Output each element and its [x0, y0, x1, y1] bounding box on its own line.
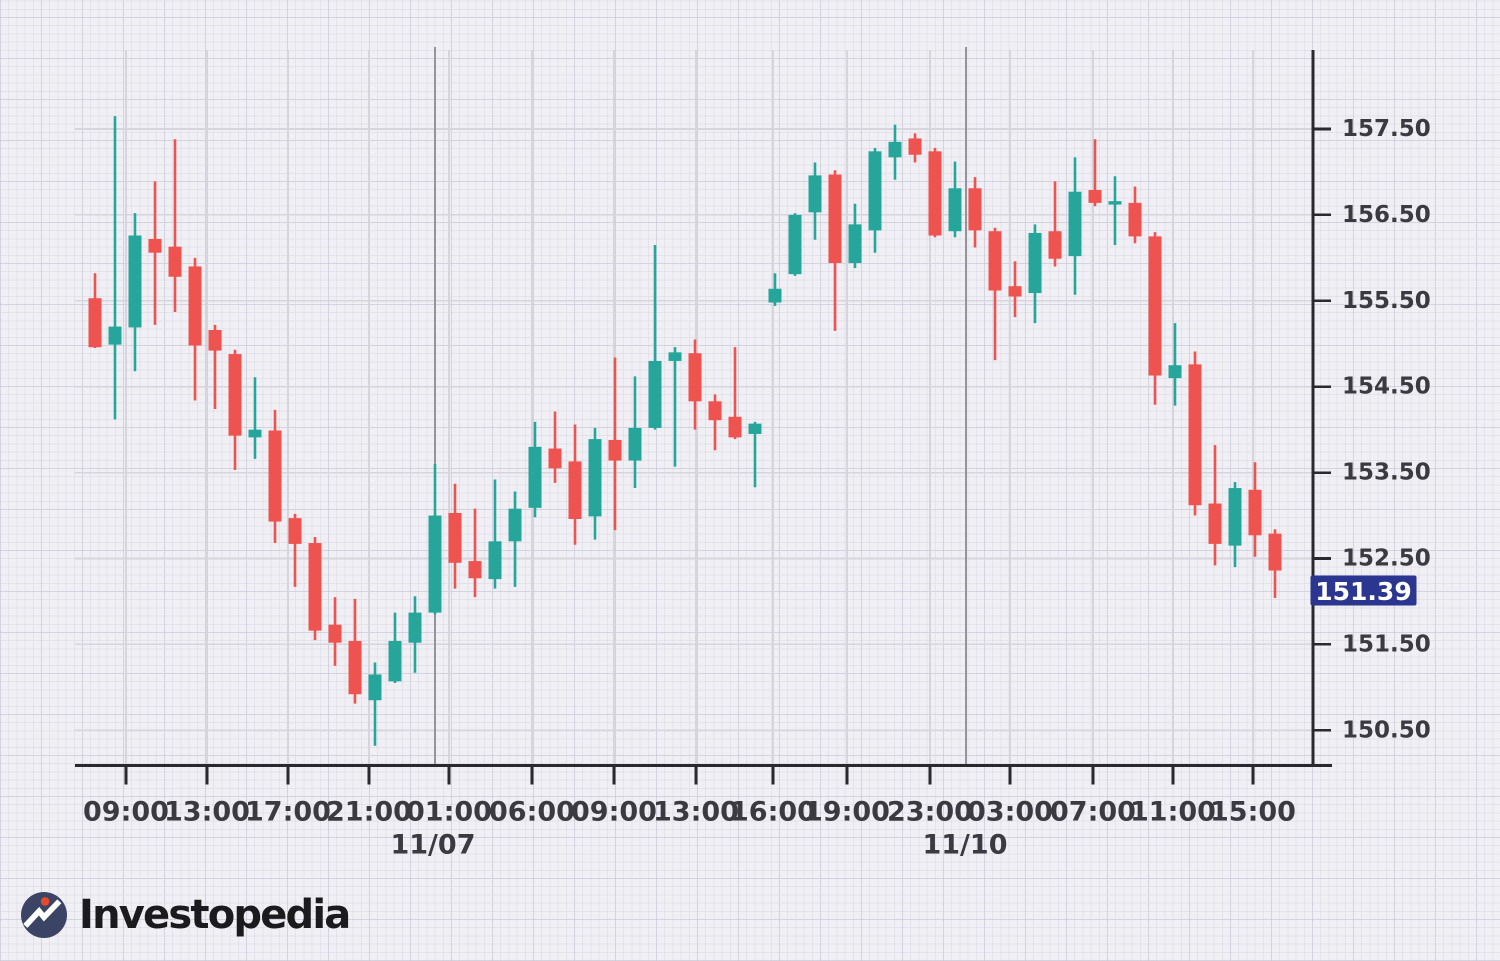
candle-body[interactable] [1208, 503, 1222, 544]
candle-body[interactable] [968, 188, 982, 231]
candle-body[interactable] [868, 151, 882, 231]
time-tick-label: 17:00 [245, 797, 331, 828]
candle-body[interactable] [668, 352, 682, 361]
candle-body[interactable] [688, 353, 702, 402]
brand-watermark: Investopedia [21, 892, 351, 938]
candle-body[interactable] [988, 231, 1002, 291]
time-tick-label: 09:00 [571, 797, 657, 828]
time-tick-label: 07:00 [1050, 797, 1136, 828]
candle-body[interactable] [88, 298, 102, 348]
candle-body[interactable] [188, 266, 202, 346]
time-tick-label: 16:00 [730, 797, 816, 828]
candle-body[interactable] [248, 429, 262, 438]
price-tick-label: 150.50 [1342, 717, 1431, 743]
candle-body[interactable] [608, 439, 622, 461]
time-tick-label: 03:00 [967, 797, 1053, 828]
price-tick-label: 155.50 [1342, 288, 1431, 314]
price-tick-label: 157.50 [1342, 116, 1431, 142]
candle-body[interactable] [148, 238, 162, 253]
candle-body[interactable] [528, 446, 542, 508]
candle-body[interactable] [208, 330, 222, 351]
candle-body[interactable] [728, 416, 742, 438]
candle-body[interactable] [648, 360, 662, 428]
candle-body[interactable] [1008, 286, 1022, 297]
candle-body[interactable] [828, 174, 842, 264]
time-tick-label: 09:00 [83, 797, 169, 828]
candle-body[interactable] [1268, 533, 1282, 571]
candle-body[interactable] [448, 512, 462, 563]
candle-body[interactable] [768, 288, 782, 303]
candle-body[interactable] [888, 141, 902, 158]
time-tick-label: 19:00 [804, 797, 890, 828]
last-price-badge [1310, 575, 1417, 606]
candle-body[interactable] [908, 138, 922, 155]
time-tick-label: 11:00 [1130, 797, 1216, 828]
candle-body[interactable] [628, 427, 642, 461]
candle-body[interactable] [808, 175, 822, 213]
candle-body[interactable] [168, 246, 182, 277]
brand-name: Investopedia [79, 892, 351, 938]
candle-body[interactable] [748, 423, 762, 434]
investopedia-logo-icon [21, 892, 67, 938]
candle-body[interactable] [568, 461, 582, 519]
candle-body[interactable] [468, 561, 482, 579]
time-tick-label: 13:00 [164, 797, 250, 828]
candle-body[interactable] [1168, 365, 1182, 379]
time-tick-label: 15:00 [1210, 797, 1296, 828]
candle-body[interactable] [308, 543, 322, 631]
price-tick-label: 154.50 [1342, 374, 1431, 400]
candle-body[interactable] [128, 235, 142, 328]
candle-body[interactable] [788, 214, 802, 275]
candle-body[interactable] [108, 326, 122, 345]
candle-body[interactable] [708, 401, 722, 421]
candle-body[interactable] [228, 354, 242, 436]
price-tick-label: 151.50 [1342, 631, 1431, 657]
candle-body[interactable] [328, 624, 342, 643]
time-tick-label: 13:00 [653, 797, 739, 828]
candle-body[interactable] [1108, 201, 1122, 205]
price-tick-label: 152.50 [1342, 546, 1431, 572]
price-tick-label: 156.50 [1342, 202, 1431, 228]
candle-body[interactable] [1148, 236, 1162, 376]
candle-body[interactable] [1248, 489, 1262, 536]
last-price-label: 151.39 [1315, 577, 1411, 606]
time-tick-label: 21:00 [326, 797, 412, 828]
candle-body[interactable] [1028, 232, 1042, 294]
candle-body[interactable] [548, 448, 562, 469]
candle-body[interactable] [268, 430, 282, 522]
candle-body[interactable] [1188, 364, 1202, 506]
candle-body[interactable] [1128, 202, 1142, 237]
price-tick-label: 153.50 [1342, 460, 1431, 486]
candle-body[interactable] [1068, 191, 1082, 257]
date-label: 11/10 [922, 830, 1007, 861]
candle-body[interactable] [408, 612, 422, 643]
candle-body[interactable] [848, 224, 862, 264]
candle-body[interactable] [428, 515, 442, 613]
candle-body[interactable] [388, 640, 402, 682]
time-tick-label: 01:00 [406, 797, 492, 828]
date-label: 11/07 [390, 830, 475, 861]
candle-body[interactable] [928, 151, 942, 236]
candle-body[interactable] [348, 640, 362, 695]
candle-body[interactable] [948, 188, 962, 232]
time-tick-label: 06:00 [489, 797, 575, 828]
time-tick-label: 23:00 [887, 797, 973, 828]
candle-body[interactable] [368, 674, 382, 701]
candle-body[interactable] [288, 518, 302, 544]
candle-body[interactable] [508, 508, 522, 542]
candle-body[interactable] [1048, 231, 1062, 259]
candle-body[interactable] [488, 541, 502, 580]
candle-body[interactable] [1088, 189, 1102, 203]
candle-body[interactable] [588, 439, 602, 517]
candle-body[interactable] [1228, 488, 1242, 546]
